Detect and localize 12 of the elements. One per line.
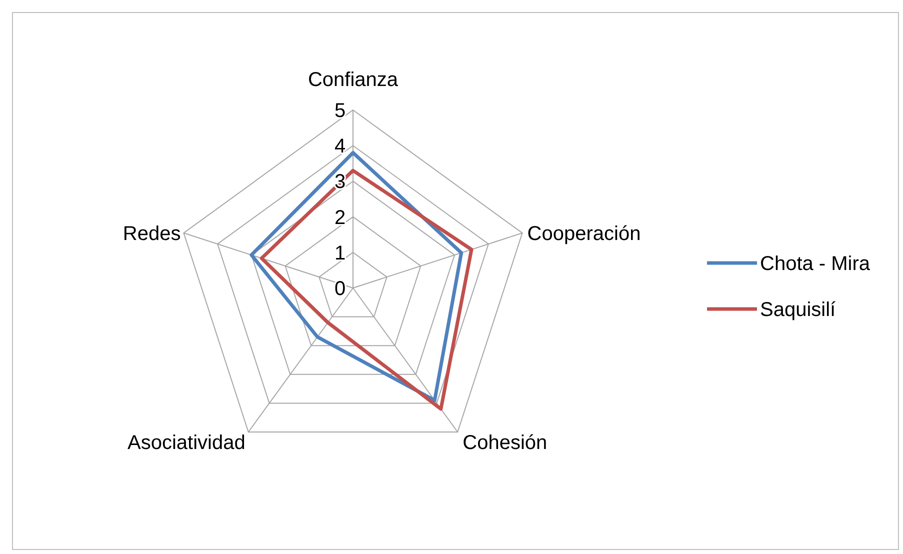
spoke-label: Confianza [308,69,399,91]
spoke-label: Asociatividad [128,432,246,454]
y-tick-label: 5 [334,100,346,122]
y-tick-label: 0 [334,278,346,300]
y-tick-label: 1 [334,242,346,264]
spoke-label: Cohesión [462,432,548,454]
legend-label: Saquisilí [760,299,836,321]
y-tick-label: 4 [334,136,346,158]
y-tick-label: 2 [334,206,346,229]
spoke-label: Cooperación [527,222,641,245]
spoke-label: Redes [122,222,181,245]
legend-label: Chota - Mira [760,253,871,275]
